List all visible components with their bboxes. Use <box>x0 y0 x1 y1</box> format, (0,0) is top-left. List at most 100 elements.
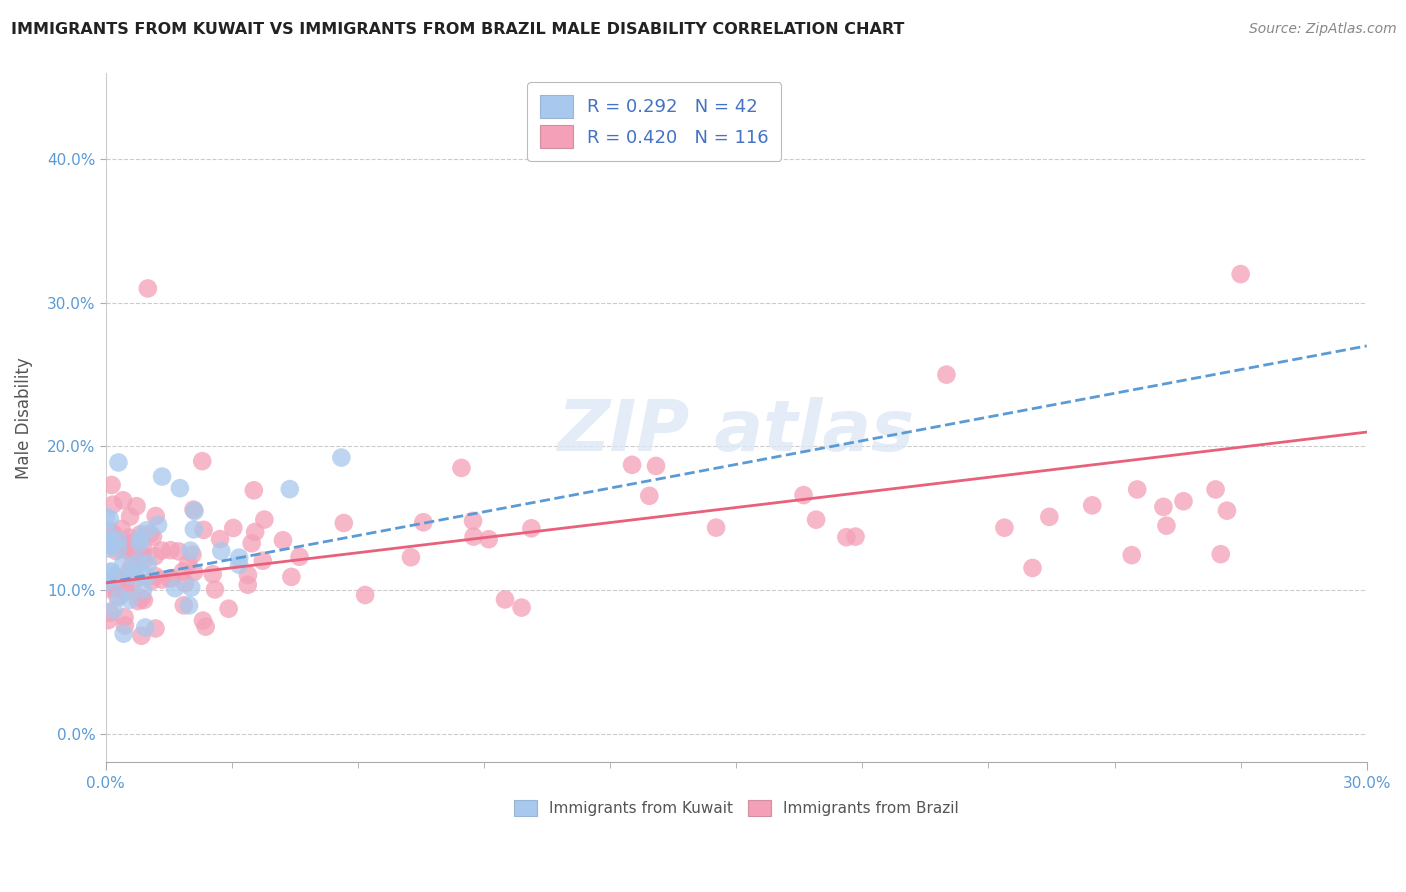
Point <box>228 558 250 572</box>
Point <box>115 582 138 597</box>
Point <box>193 523 215 537</box>
Point <box>835 530 858 544</box>
Point <box>1081 499 1104 513</box>
Point <box>112 626 135 640</box>
Point <box>165 581 187 595</box>
Point <box>114 618 136 632</box>
Point <box>96 541 118 556</box>
Point <box>243 483 266 498</box>
Point <box>97 534 120 549</box>
Point <box>174 576 197 591</box>
Point <box>94 574 117 589</box>
Point <box>461 514 484 528</box>
Point <box>150 543 173 558</box>
Point <box>103 603 125 617</box>
Point <box>804 513 827 527</box>
Point <box>181 548 204 562</box>
Point <box>132 541 155 556</box>
Point <box>412 516 434 530</box>
Point <box>271 533 294 548</box>
Point <box>240 536 263 550</box>
Point <box>107 455 129 469</box>
Point <box>201 567 224 582</box>
Point <box>100 566 122 580</box>
Point <box>1152 500 1174 514</box>
Point <box>132 593 155 607</box>
Point <box>136 281 159 295</box>
Point <box>107 590 129 604</box>
Point <box>278 482 301 496</box>
Point <box>204 582 226 597</box>
Point <box>127 555 149 569</box>
Point <box>173 599 195 613</box>
Point <box>143 569 166 583</box>
Point <box>1121 548 1143 562</box>
Point <box>98 538 121 552</box>
Point <box>222 521 245 535</box>
Point <box>103 530 125 544</box>
Point <box>108 590 131 604</box>
Point <box>236 578 259 592</box>
Point <box>124 565 146 579</box>
Point <box>191 614 214 628</box>
Point <box>793 488 815 502</box>
Point <box>141 574 163 589</box>
Point <box>1156 518 1178 533</box>
Point <box>191 454 214 468</box>
Point <box>935 368 957 382</box>
Point <box>110 522 132 536</box>
Point <box>159 572 181 586</box>
Point <box>844 530 866 544</box>
Point <box>450 461 472 475</box>
Point <box>129 527 152 541</box>
Point <box>94 509 117 524</box>
Point <box>121 564 143 578</box>
Point <box>129 531 152 545</box>
Point <box>134 620 156 634</box>
Point <box>104 569 127 583</box>
Point <box>463 530 485 544</box>
Point <box>107 533 129 548</box>
Point <box>177 599 200 613</box>
Point <box>101 498 124 512</box>
Text: ZIP atlas: ZIP atlas <box>558 397 915 466</box>
Point <box>288 549 311 564</box>
Point <box>209 532 232 546</box>
Point <box>135 524 157 538</box>
Point <box>115 543 138 558</box>
Point <box>494 592 516 607</box>
Point <box>1216 504 1239 518</box>
Point <box>100 565 122 579</box>
Point <box>98 606 121 620</box>
Point <box>135 569 157 583</box>
Point <box>209 544 232 558</box>
Point <box>704 521 727 535</box>
Point <box>142 530 165 544</box>
Point <box>1038 509 1060 524</box>
Point <box>100 536 122 550</box>
Point <box>194 620 217 634</box>
Point <box>115 542 138 557</box>
Point <box>118 531 141 545</box>
Point <box>520 521 543 535</box>
Point <box>125 499 148 513</box>
Point <box>118 565 141 579</box>
Point <box>145 622 167 636</box>
Point <box>139 526 162 541</box>
Point <box>98 512 121 526</box>
Text: Source: ZipAtlas.com: Source: ZipAtlas.com <box>1249 22 1396 37</box>
Point <box>107 541 129 556</box>
Point <box>183 502 205 516</box>
Point <box>122 575 145 590</box>
Point <box>150 573 173 587</box>
Point <box>114 610 136 624</box>
Point <box>621 458 644 472</box>
Point <box>112 585 135 599</box>
Point <box>252 554 274 568</box>
Point <box>104 582 127 596</box>
Point <box>132 554 155 568</box>
Point <box>1205 483 1227 497</box>
Point <box>112 493 135 508</box>
Point <box>98 524 121 538</box>
Point <box>120 536 142 550</box>
